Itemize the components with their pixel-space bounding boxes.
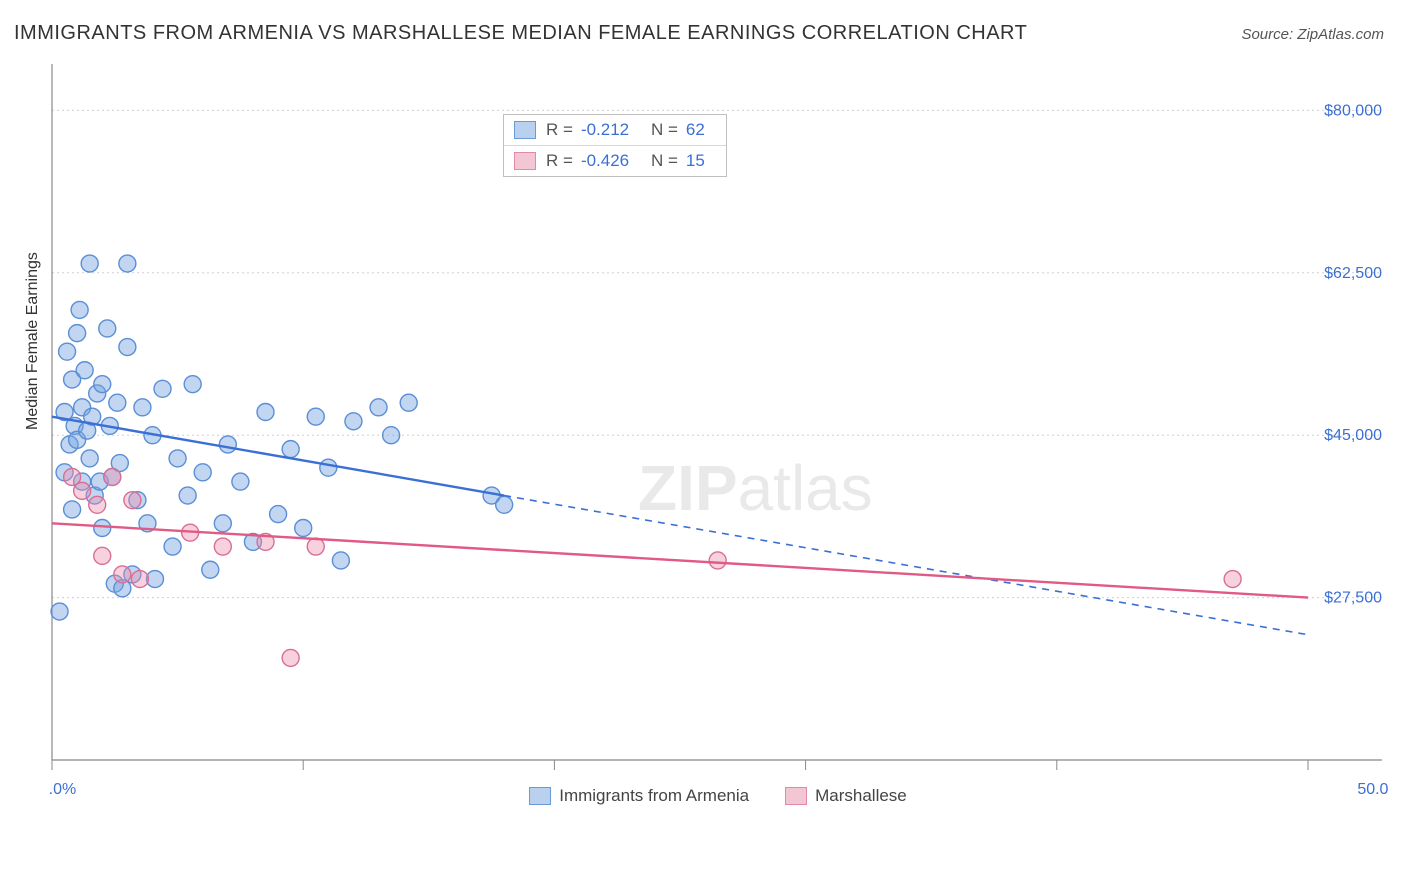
bottom-legend: Immigrants from Armenia Marshallese xyxy=(48,786,1388,806)
data-point xyxy=(94,520,111,537)
legend-swatch xyxy=(514,152,536,170)
data-point xyxy=(99,320,116,337)
data-point xyxy=(214,515,231,532)
data-point xyxy=(74,482,91,499)
stats-row: R = -0.426 N = 15 xyxy=(504,145,726,176)
data-point xyxy=(131,571,148,588)
data-point xyxy=(232,473,249,490)
data-point xyxy=(134,399,151,416)
data-point xyxy=(184,376,201,393)
y-axis-label: Median Female Earnings xyxy=(24,252,42,430)
data-point xyxy=(179,487,196,504)
data-point xyxy=(1224,571,1241,588)
data-point xyxy=(320,459,337,476)
data-point xyxy=(709,552,726,569)
data-point xyxy=(119,339,136,356)
source-attribution: Source: ZipAtlas.com xyxy=(1241,26,1384,43)
data-point xyxy=(164,538,181,555)
data-point xyxy=(89,496,106,513)
stat-r-value: -0.212 xyxy=(581,120,641,140)
data-point xyxy=(81,255,98,272)
data-point xyxy=(270,506,287,523)
data-point xyxy=(59,343,76,360)
data-point xyxy=(345,413,362,430)
svg-text:$80,000: $80,000 xyxy=(1324,102,1382,119)
legend-label: Marshallese xyxy=(815,786,907,806)
data-point xyxy=(76,362,93,379)
data-point xyxy=(69,325,86,342)
data-point xyxy=(219,436,236,453)
data-point xyxy=(169,450,186,467)
data-point xyxy=(71,301,88,318)
data-point xyxy=(114,566,131,583)
data-point xyxy=(383,427,400,444)
stat-n-label: N = xyxy=(651,120,678,140)
data-point xyxy=(370,399,387,416)
data-point xyxy=(124,492,141,509)
stat-r-value: -0.426 xyxy=(581,151,641,171)
chart-area: ZIPatlas $27,500$45,000$62,500$80,0000.0… xyxy=(48,56,1388,816)
data-point xyxy=(307,538,324,555)
data-point xyxy=(81,450,98,467)
stat-r-label: R = xyxy=(546,151,573,171)
legend-swatch xyxy=(514,121,536,139)
data-point xyxy=(202,561,219,578)
data-point xyxy=(194,464,211,481)
trend-line xyxy=(52,523,1308,597)
stat-r-label: R = xyxy=(546,120,573,140)
data-point xyxy=(400,394,417,411)
data-point xyxy=(94,376,111,393)
data-point xyxy=(104,468,121,485)
data-point xyxy=(94,547,111,564)
stat-n-value: 15 xyxy=(686,151,716,171)
svg-text:$62,500: $62,500 xyxy=(1324,265,1382,282)
legend-label: Immigrants from Armenia xyxy=(559,786,749,806)
legend-swatch xyxy=(785,787,807,805)
data-point xyxy=(282,649,299,666)
data-point xyxy=(332,552,349,569)
trend-line-extrapolated xyxy=(504,496,1308,635)
stat-n-value: 62 xyxy=(686,120,716,140)
stats-row: R = -0.212 N = 62 xyxy=(504,115,726,145)
data-point xyxy=(109,394,126,411)
data-point xyxy=(154,380,171,397)
data-point xyxy=(295,520,312,537)
data-point xyxy=(282,441,299,458)
data-point xyxy=(64,501,81,518)
svg-text:$45,000: $45,000 xyxy=(1324,427,1382,444)
svg-text:$27,500: $27,500 xyxy=(1324,590,1382,607)
legend-item: Immigrants from Armenia xyxy=(529,786,749,806)
data-point xyxy=(119,255,136,272)
data-point xyxy=(257,404,274,421)
legend-swatch xyxy=(529,787,551,805)
data-point xyxy=(214,538,231,555)
data-point xyxy=(307,408,324,425)
chart-title: IMMIGRANTS FROM ARMENIA VS MARSHALLESE M… xyxy=(14,22,1027,45)
stat-n-label: N = xyxy=(651,151,678,171)
legend-item: Marshallese xyxy=(785,786,907,806)
data-point xyxy=(496,496,513,513)
data-point xyxy=(51,603,68,620)
correlation-stats-box: R = -0.212 N = 62 R = -0.426 N = 15 xyxy=(503,114,727,177)
